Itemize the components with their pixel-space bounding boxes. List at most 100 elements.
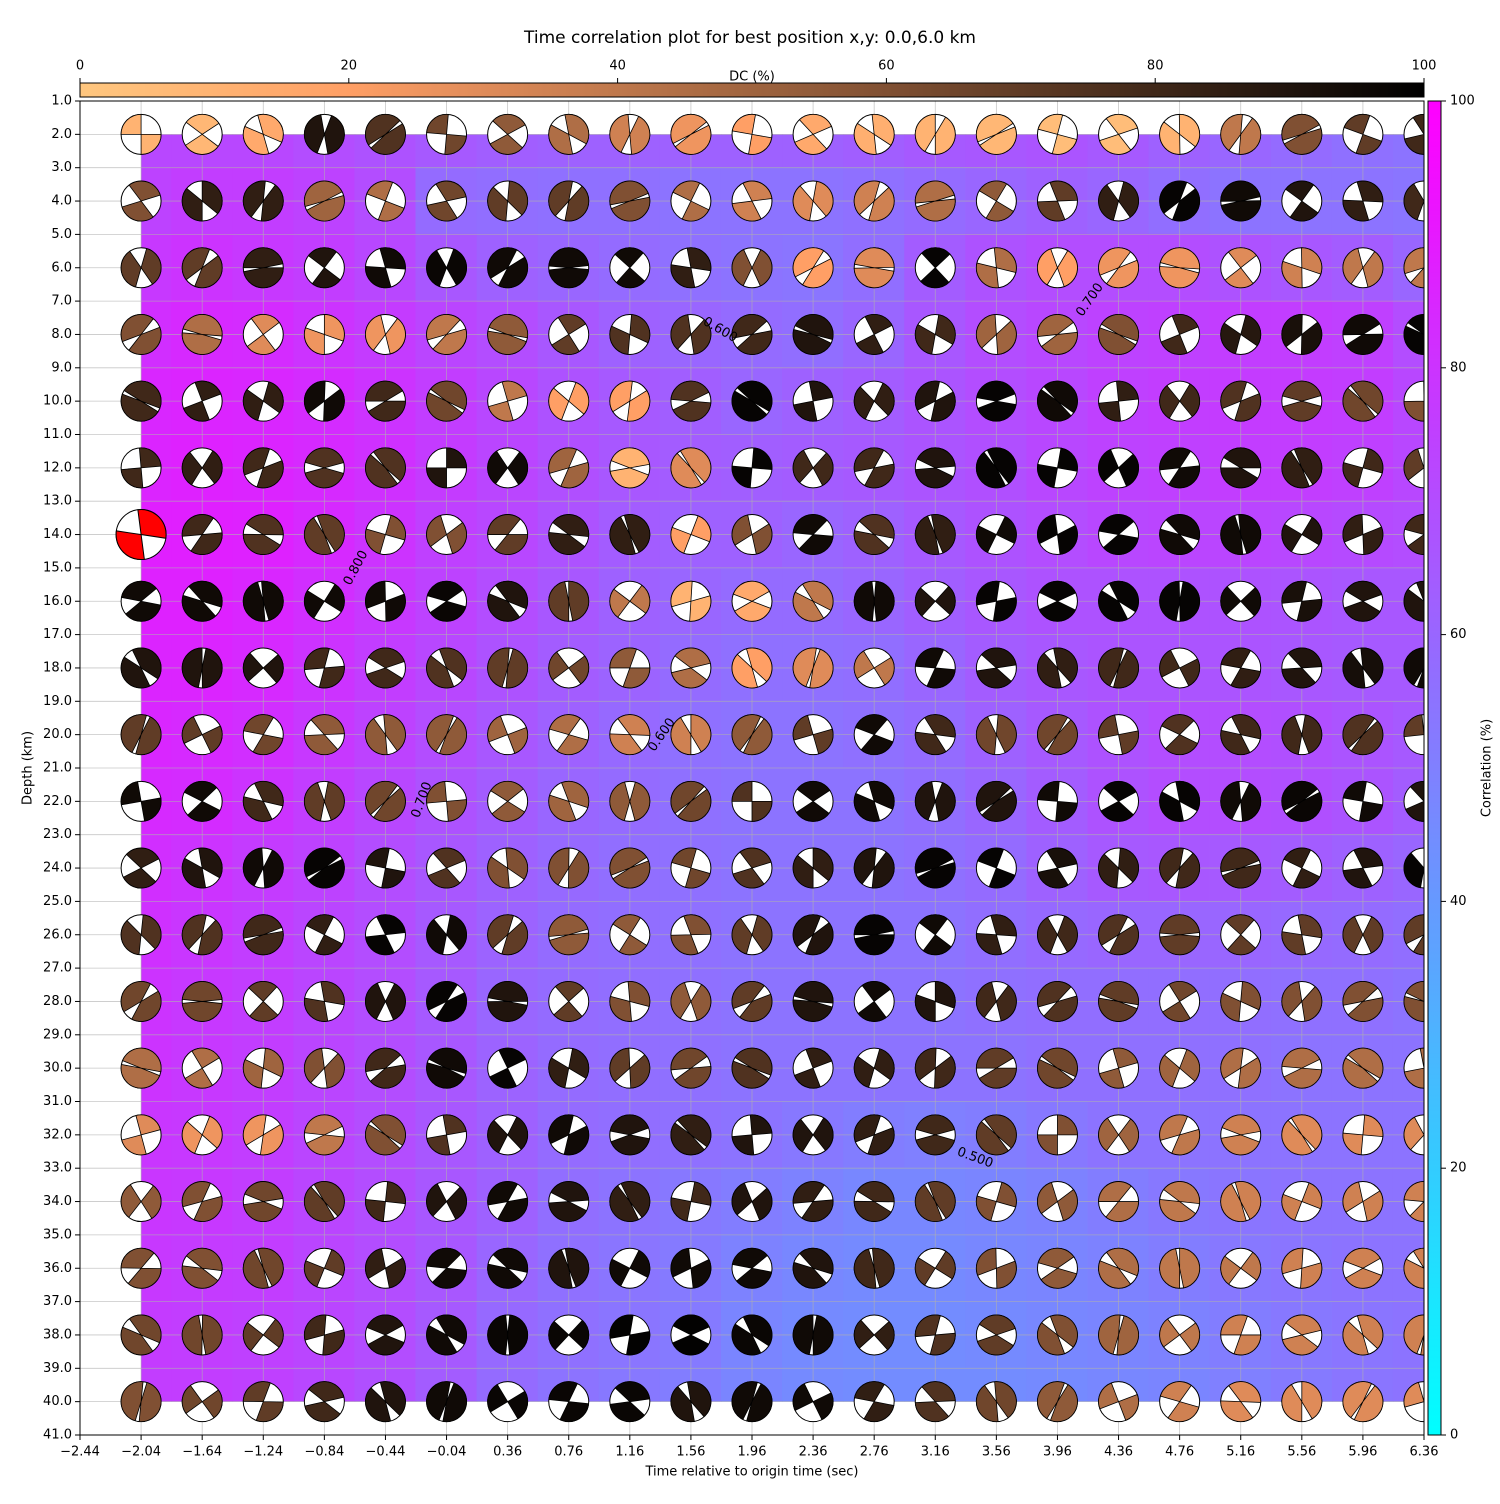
beachball-quadrant <box>1404 113 1424 155</box>
y-tick-label: 28.0 <box>43 994 72 1009</box>
beachball-quadrant <box>1343 113 1383 155</box>
beachball-quadrant <box>1342 714 1384 756</box>
beachball-quadrant <box>1342 1047 1384 1089</box>
beachball-quadrant <box>1159 1048 1201 1088</box>
beachball <box>1403 847 1424 889</box>
beachball <box>914 1247 956 1289</box>
beachball <box>670 247 712 289</box>
beachball <box>364 380 406 422</box>
beachball <box>548 247 590 289</box>
beachball-quadrant <box>609 180 651 222</box>
beachball-quadrant <box>792 380 834 422</box>
beachball <box>670 514 712 556</box>
beachball-quadrant <box>792 914 834 956</box>
beachball <box>242 113 284 155</box>
beachball <box>1159 914 1201 956</box>
beachball <box>1036 113 1078 155</box>
beachball-quadrant <box>915 1114 956 1156</box>
beachball <box>1098 1047 1140 1089</box>
best-quadrant <box>115 509 167 561</box>
beachball-quadrant <box>303 1047 345 1089</box>
beachball-quadrant <box>1220 314 1262 355</box>
beachball-quadrant <box>1159 1247 1200 1289</box>
beachball-quadrant <box>487 715 529 754</box>
beachball <box>792 1314 834 1356</box>
beachball <box>1342 1181 1384 1223</box>
beachball <box>1220 180 1262 222</box>
beachball <box>1220 313 1262 355</box>
beachball <box>548 1314 590 1356</box>
beachball <box>914 113 956 155</box>
x-tick-label: 6.36 <box>1410 1445 1439 1460</box>
beachball-quadrant <box>609 714 651 756</box>
beachball-quadrant <box>487 847 528 889</box>
beachball <box>1098 980 1140 1022</box>
beachball-quadrant <box>975 714 1017 756</box>
beachball <box>181 380 223 422</box>
y-tick-label: 21.0 <box>43 761 72 776</box>
beachball-quadrant <box>975 1247 1017 1289</box>
beachball-quadrant <box>548 447 590 489</box>
beachball <box>975 1114 1017 1156</box>
beachball-quadrant <box>609 514 651 555</box>
beachball <box>181 714 223 756</box>
beachball-quadrant <box>792 847 834 889</box>
beachball <box>1281 780 1323 822</box>
beachball <box>731 1181 773 1223</box>
y-tick-label: 4.0 <box>51 194 72 209</box>
beachball <box>1220 580 1262 622</box>
beachball-quadrant <box>1220 1114 1261 1156</box>
beachball-quadrant <box>1281 1314 1322 1356</box>
beachball-quadrant <box>609 847 651 889</box>
beachball <box>242 1314 284 1356</box>
beachball-quadrant <box>1403 852 1424 889</box>
beachball <box>792 247 834 289</box>
beachball <box>1159 514 1201 556</box>
beachball <box>120 780 162 822</box>
beachball <box>487 847 529 889</box>
beachball <box>426 1381 468 1423</box>
beachball-quadrant <box>614 247 646 289</box>
x-tick-label: 3.96 <box>1043 1445 1072 1460</box>
best-beachball <box>115 509 167 561</box>
beachball <box>792 1181 834 1223</box>
beachball-quadrant <box>731 1247 773 1289</box>
beachball-quadrant <box>609 647 651 689</box>
beachball-quadrant <box>672 1314 710 1356</box>
beachball <box>609 714 651 756</box>
y-tick-label: 2.0 <box>51 127 72 142</box>
beachball-quadrant <box>365 380 406 422</box>
beachball <box>1098 1114 1140 1156</box>
beachball-quadrant <box>792 647 834 689</box>
beachball <box>181 980 223 1022</box>
beachball-quadrant <box>304 1381 345 1423</box>
beachball <box>303 514 345 556</box>
beachball-quadrant <box>242 580 284 622</box>
beachball-quadrant <box>1037 1114 1078 1156</box>
beachball-quadrant <box>551 314 587 355</box>
beachball <box>670 647 712 689</box>
beachball <box>670 380 712 422</box>
beachball-quadrant <box>975 580 1017 622</box>
beachball-quadrant <box>1159 180 1200 222</box>
beachball-quadrant <box>365 514 406 555</box>
beachball <box>1342 313 1384 355</box>
beachball <box>914 180 956 222</box>
beachball <box>181 1047 223 1089</box>
beachball <box>731 380 773 422</box>
beachball-quadrant <box>1283 847 1321 889</box>
y-tick-label: 20.0 <box>43 727 72 742</box>
beachball-quadrant <box>184 1047 220 1089</box>
beachball-quadrant <box>792 1247 834 1289</box>
beachball <box>731 980 773 1022</box>
beachball-quadrant <box>976 647 1017 689</box>
beachball <box>609 1114 651 1156</box>
beachball-quadrant <box>426 580 467 622</box>
beachball <box>853 980 895 1022</box>
beachball-quadrant <box>1098 647 1139 689</box>
beachball-quadrant <box>1403 183 1424 221</box>
beachball <box>914 313 956 355</box>
beachball-quadrant <box>181 1181 223 1222</box>
beachball-quadrant <box>1281 714 1323 755</box>
beachball <box>181 1114 223 1156</box>
